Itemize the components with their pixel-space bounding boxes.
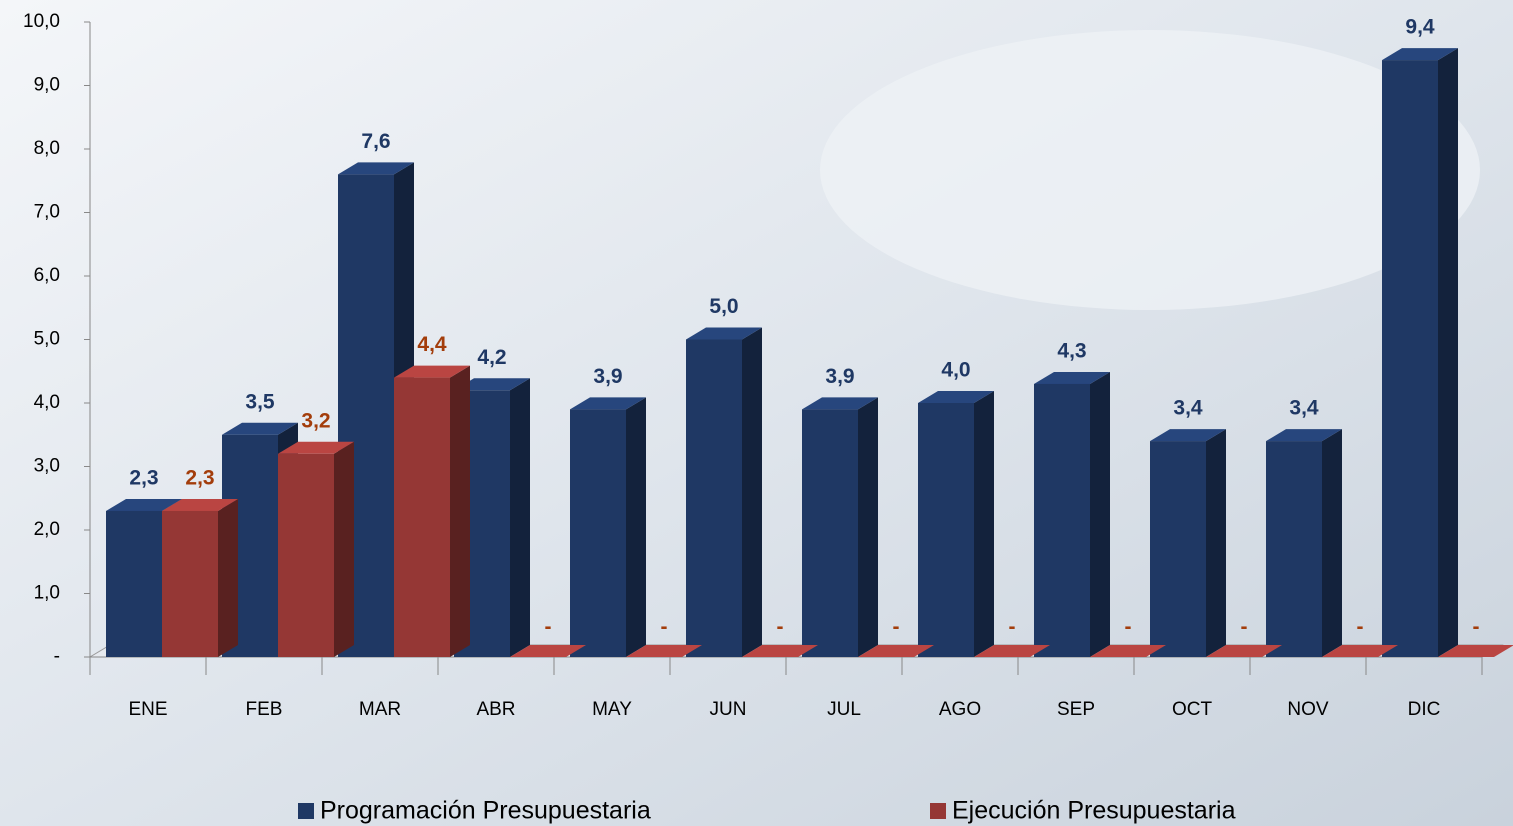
value-label: - [545, 616, 552, 639]
page: {"chart_data": {"type": "bar3d", "catego… [0, 0, 1513, 826]
x-tick-label: MAR [359, 699, 401, 720]
x-tick-label: NOV [1287, 699, 1329, 720]
bar-front [162, 511, 218, 657]
y-tick-label: 5,0 [34, 329, 60, 350]
value-label: - [777, 616, 784, 639]
legend-swatch [298, 803, 314, 819]
x-tick-label: ABR [476, 699, 515, 720]
value-label: - [1357, 616, 1364, 639]
x-tick-label: JUN [710, 699, 747, 720]
value-label: 4,2 [477, 346, 506, 369]
bar-front [106, 511, 162, 657]
bar-front [570, 409, 626, 657]
bar-front [686, 340, 742, 658]
bar-front [394, 378, 450, 657]
value-label: 3,5 [245, 390, 275, 413]
chart: - 1,0 2,0 3,0 4,0 5,0 6,0 7,0 8,0 9,0 10,0 ENE FEB MA… [0, 0, 1513, 826]
x-tick-label: SEP [1057, 699, 1095, 720]
y-tick-label: 10,0 [23, 11, 60, 32]
x-tick-label: OCT [1172, 699, 1213, 720]
value-label: 7,6 [361, 130, 390, 153]
bar-side [974, 391, 994, 657]
bar [570, 397, 646, 657]
x-tick-label: DIC [1408, 699, 1441, 720]
bar-side [858, 397, 878, 657]
y-tick-label: - [54, 646, 60, 667]
y-tick-label: 4,0 [34, 392, 60, 413]
value-label: - [1009, 616, 1016, 639]
bar [1034, 372, 1110, 657]
bar-side [1090, 372, 1110, 657]
bar-front [1034, 384, 1090, 657]
x-tick-label: AGO [939, 699, 981, 720]
y-tick-label: 8,0 [34, 138, 60, 159]
y-tick-label: 9,0 [34, 75, 60, 96]
bar-front [1266, 441, 1322, 657]
value-label: 4,4 [417, 333, 447, 356]
bar [802, 397, 878, 657]
legend-label: Ejecución Presupuestaria [952, 797, 1236, 825]
value-label: - [1241, 616, 1248, 639]
value-label: - [1125, 616, 1132, 639]
value-label: - [893, 616, 900, 639]
bar-side [742, 328, 762, 658]
bar [1382, 48, 1458, 657]
bar [278, 442, 354, 657]
value-label: 3,9 [825, 365, 854, 388]
value-label: 3,2 [301, 409, 330, 432]
bar-side [334, 442, 354, 657]
bar [1266, 429, 1342, 657]
bar [918, 391, 994, 657]
x-tick-label: JUL [827, 699, 861, 720]
value-label: 9,4 [1405, 16, 1435, 39]
bar-side [450, 366, 470, 657]
value-label: 3,4 [1289, 397, 1319, 420]
value-label: 4,3 [1057, 339, 1086, 362]
y-tick-label: 1,0 [34, 583, 60, 604]
value-label: - [661, 616, 668, 639]
value-label: - [1473, 616, 1480, 639]
bar-front [802, 409, 858, 657]
value-label: 2,3 [129, 466, 158, 489]
bar-front [1150, 441, 1206, 657]
bar [686, 328, 762, 658]
value-label: 4,0 [941, 359, 970, 382]
bar-side [1322, 429, 1342, 657]
bar-side [1438, 48, 1458, 657]
bar-front [278, 454, 334, 657]
value-label: 2,3 [185, 466, 214, 489]
x-tick-label: ENE [128, 699, 167, 720]
background-shape [820, 30, 1480, 310]
value-label: 5,0 [709, 295, 738, 318]
bar-side [626, 397, 646, 657]
bar [1150, 429, 1226, 657]
bar-side [1206, 429, 1226, 657]
x-tick-label: FEB [246, 699, 283, 720]
bar [394, 366, 470, 657]
bar-front [918, 403, 974, 657]
bar-side [510, 378, 530, 657]
value-label: 3,4 [1173, 397, 1203, 420]
bar [162, 499, 238, 657]
value-label: 3,9 [593, 365, 622, 388]
y-tick-label: 3,0 [34, 456, 60, 477]
legend-label: Programación Presupuestaria [320, 797, 651, 825]
y-tick-label: 6,0 [34, 265, 60, 286]
bar-front [1382, 60, 1438, 657]
x-tick-label: MAY [592, 699, 632, 720]
legend-swatch [930, 803, 946, 819]
y-tick-label: 2,0 [34, 519, 60, 540]
bar-side [218, 499, 238, 657]
y-tick-label: 7,0 [34, 202, 60, 223]
